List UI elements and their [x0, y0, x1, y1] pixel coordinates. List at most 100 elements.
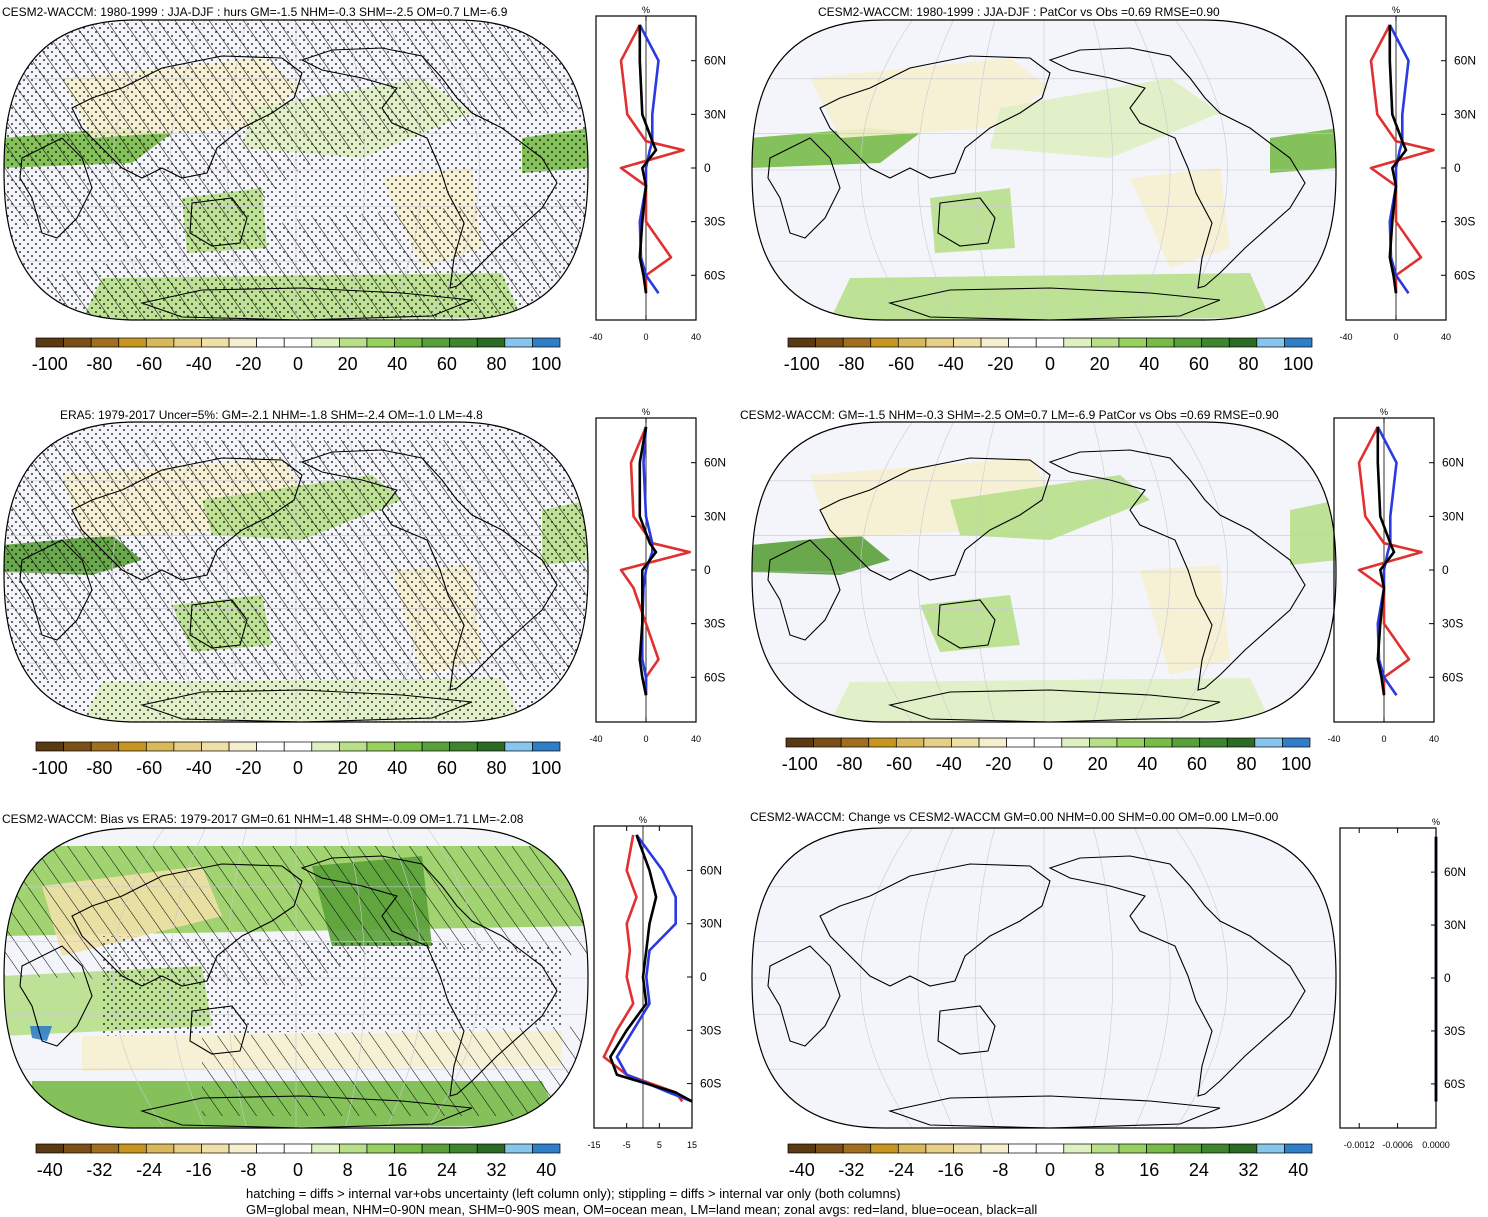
colorbar-swatch [1118, 1143, 1147, 1154]
colorbar-label: -24 [136, 1160, 162, 1180]
land-zonal-line [619, 24, 685, 294]
lat-tick-label: 60S [1444, 1077, 1465, 1091]
colorbar-swatch [951, 737, 980, 748]
colorbar-swatch [1063, 1143, 1092, 1154]
colorbar-label: 100 [531, 758, 561, 778]
colorbar-swatch [895, 737, 925, 748]
ocean-zonal-line [640, 426, 654, 696]
colorbar-swatch [339, 1143, 368, 1154]
colorbar-label: -100 [32, 354, 68, 374]
colorbar-swatch [35, 741, 64, 752]
coastline [300, 855, 558, 1097]
colorbar-label: -60 [886, 754, 912, 774]
colorbar-label: -80 [836, 754, 862, 774]
zonal-mean-plot-6: % 60N 30N 0 30S 60S -0.0012 -0.0006 0.0000 [1339, 817, 1466, 1150]
map-outline [751, 827, 1337, 1129]
x-tick-label: 0.0000 [1422, 1140, 1450, 1150]
colorbar-label: 100 [1281, 754, 1311, 774]
colorbar-swatch [311, 337, 340, 348]
lat-tick-label: 30N [1444, 918, 1466, 932]
colorbar-label: -40 [186, 354, 212, 374]
map-outline [751, 421, 1337, 723]
colorbar-label: 40 [536, 1160, 556, 1180]
colorbar-label: 80 [487, 758, 507, 778]
colorbar-2: -100 -80 -60 -40 -20 0 20 40 60 80 100 [784, 337, 1313, 374]
coastline [937, 1005, 996, 1055]
colorbar-label: -20 [985, 754, 1011, 774]
colorbar-label: 40 [387, 758, 407, 778]
colorbar-label: 80 [487, 354, 507, 374]
coastline [767, 945, 841, 1047]
colorbar-label: 0 [293, 354, 303, 374]
x-tick-label: -0.0006 [1382, 1140, 1413, 1150]
colorbar-swatch [63, 337, 92, 348]
colorbar-swatch [1256, 337, 1285, 348]
x-tick-label: 5 [657, 1140, 662, 1150]
field-region [30, 1026, 52, 1041]
lat-tick-label: 30S [704, 215, 725, 229]
colorbar-label: -16 [186, 1160, 212, 1180]
colorbar-swatch [339, 741, 368, 752]
colorbar-swatch [1284, 337, 1313, 348]
colorbar-swatch [283, 741, 313, 752]
colorbar-swatch [815, 337, 844, 348]
colorbar-label: 0 [1045, 354, 1055, 374]
colorbar-swatch [1173, 1143, 1203, 1154]
colorbar-swatch [476, 1143, 506, 1154]
colorbar-swatch [923, 737, 952, 748]
colorbar-label: -40 [936, 754, 962, 774]
colorbar-swatch [449, 337, 478, 348]
colorbar-swatch [339, 337, 368, 348]
panel-title-6: CESM2-WACCM: Change vs CESM2-WACCM GM=0.… [750, 810, 1279, 824]
field-region [751, 535, 890, 575]
colorbar-swatch [1201, 337, 1230, 348]
colorbar-swatch [1091, 337, 1120, 348]
colorbar-label: 20 [1088, 754, 1108, 774]
coastline [819, 863, 1051, 987]
colorbar-swatch [283, 1143, 313, 1154]
colorbar-swatch [1171, 737, 1201, 748]
colorbar-swatch [201, 741, 230, 752]
colorbar-swatch [394, 1143, 423, 1154]
coastline [300, 449, 558, 691]
colorbar-3: -100 -80 -60 -40 -20 0 20 40 60 80 100 [32, 741, 561, 778]
colorbar-swatch [532, 741, 561, 752]
lat-tick-label: 60N [1442, 456, 1464, 470]
x-tick-label: 40 [1441, 332, 1451, 342]
ocean-zonal-line [1388, 24, 1410, 294]
map-panel-6 [751, 827, 1337, 1129]
lat-tick-label: 60N [704, 54, 726, 68]
all-zonal-line [638, 426, 658, 696]
all-zonal-line [1388, 24, 1408, 294]
colorbar-label: 32 [1239, 1160, 1259, 1180]
colorbar-swatch [1146, 1143, 1175, 1154]
x-tick-label: 15 [687, 1140, 697, 1150]
map-panel-4 [751, 421, 1337, 723]
colorbar-label: 8 [1095, 1160, 1105, 1180]
colorbar-swatch [868, 737, 897, 748]
colorbar-swatch [90, 1143, 120, 1154]
footer-line-1: hatching = diffs > internal var+obs unce… [246, 1186, 901, 1201]
lat-tick-label: 60S [1454, 268, 1475, 282]
x-tick-label: -40 [589, 734, 602, 744]
colorbar-swatch [63, 1143, 92, 1154]
colorbar-swatch [1035, 1143, 1065, 1154]
colorbar-swatch [421, 1143, 451, 1154]
colorbar-label: 60 [437, 354, 457, 374]
colorbar-swatch [366, 1143, 395, 1154]
colorbar-label: -8 [240, 1160, 256, 1180]
colorbar-swatch [813, 737, 842, 748]
colorbar-swatch [1033, 737, 1063, 748]
lat-tick-label: 0 [700, 970, 707, 984]
colorbar-label: 0 [293, 1160, 303, 1180]
map-outline [3, 421, 589, 723]
coastline [767, 539, 841, 641]
colorbar-swatch [118, 337, 147, 348]
colorbar-swatch [311, 1143, 340, 1154]
colorbar-label: 40 [1139, 354, 1159, 374]
lat-tick-label: 60S [1442, 670, 1463, 684]
colorbar-swatch [532, 337, 561, 348]
colorbar-swatch [201, 337, 230, 348]
coastline [1048, 47, 1306, 289]
colorbar-swatch [173, 741, 202, 752]
